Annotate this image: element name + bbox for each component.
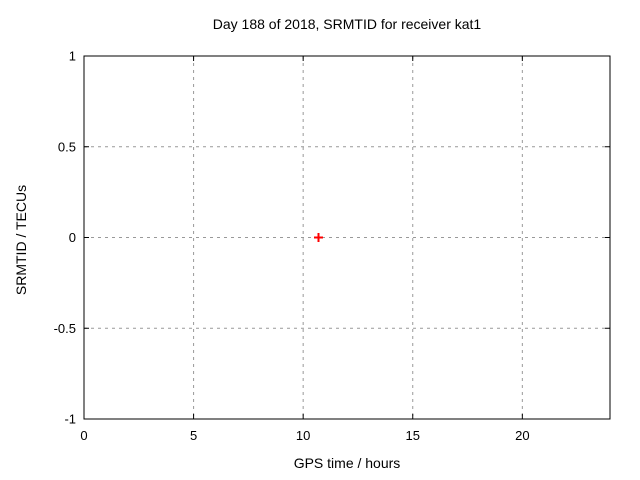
x-tick-label: 15 [406,428,420,443]
y-tick-label: 0.5 [58,139,76,154]
plot-border [83,55,611,420]
x-tick-label: 5 [190,428,197,443]
y-tick-label: 0 [69,230,76,245]
y-tick-label: 1 [69,49,76,64]
x-tick-label: 20 [515,428,529,443]
x-tick-label: 0 [80,428,87,443]
y-axis-label: SRMTID / TECUs [13,184,29,296]
x-tick-label: 10 [296,428,310,443]
y-tick-label: -0.5 [54,321,76,336]
x-axis-label: GPS time / hours [293,455,401,471]
chart-title: Day 188 of 2018, SRMTID for receiver kat… [212,16,482,32]
y-tick-label: -1 [64,412,76,427]
